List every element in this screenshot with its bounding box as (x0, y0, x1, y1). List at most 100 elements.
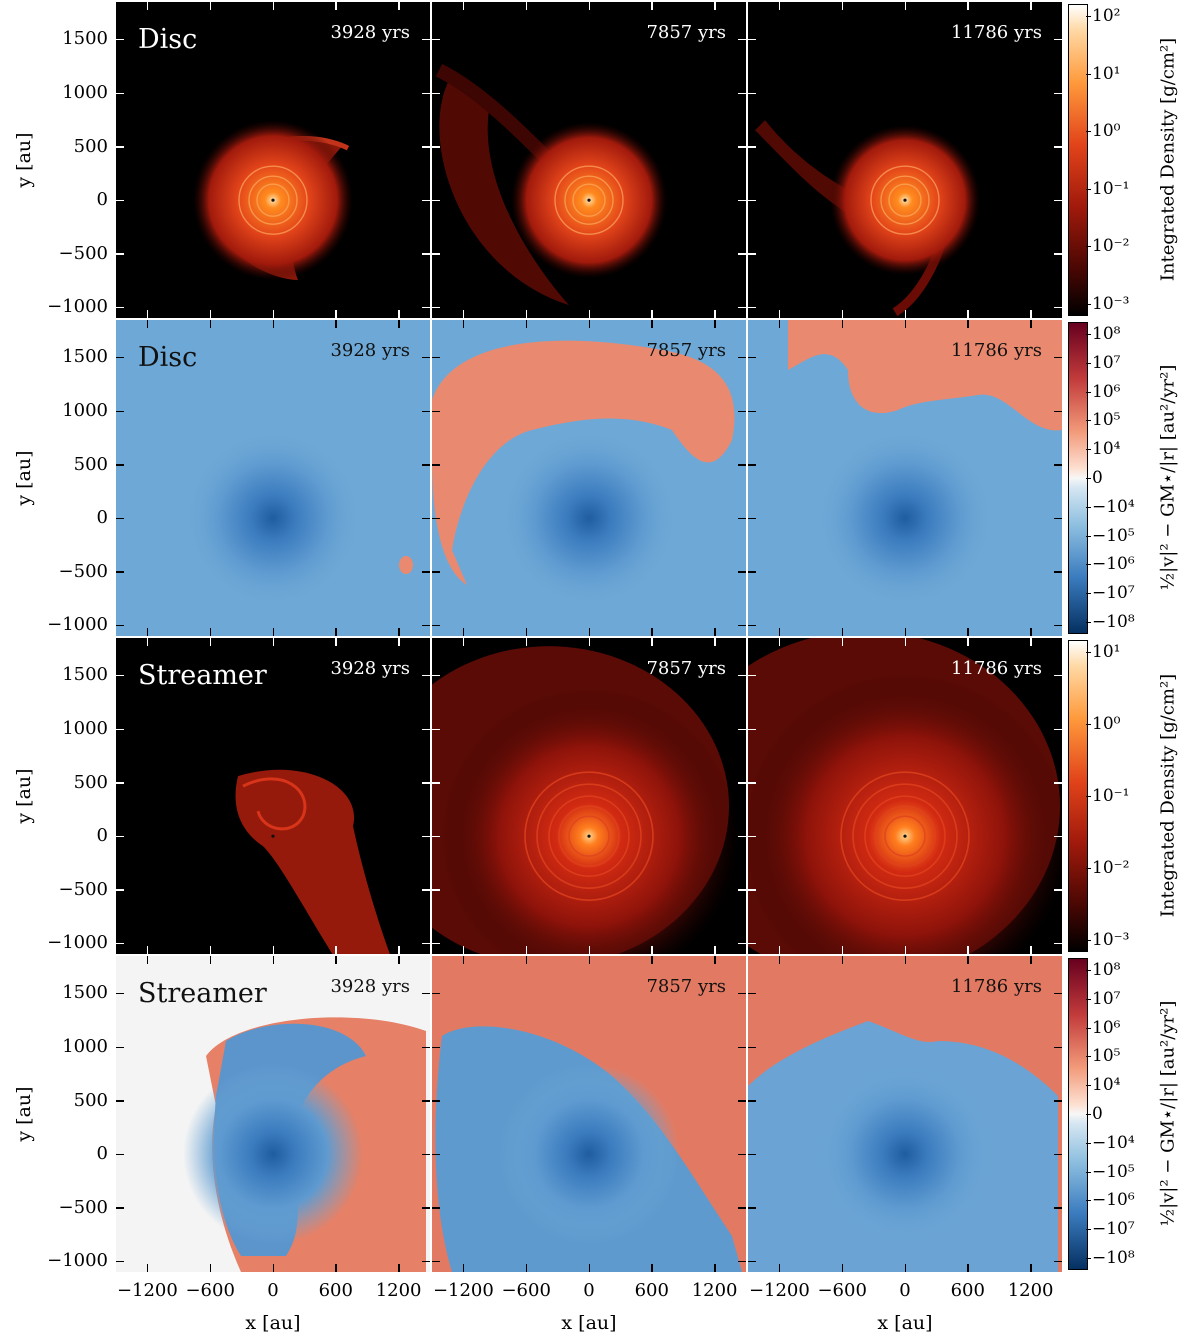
panel-r4-c3: 11786 yrs (748, 956, 1062, 1272)
y-tick-mark (116, 253, 124, 255)
x-tick-mark (335, 946, 337, 954)
y-tick-mark (116, 1153, 124, 1156)
colorbar-label: Integrated Density [g/cm²] (1157, 37, 1179, 282)
x-tick-mark (209, 2, 212, 10)
colorbar-tick-mark (1086, 535, 1091, 537)
y-tick-label: −500 (58, 560, 108, 582)
colorbar (1068, 322, 1088, 634)
y-tick-label: 1500 (62, 346, 108, 368)
x-tick-label: −600 (501, 1280, 551, 1301)
colorbar-tick-mark (1086, 420, 1091, 422)
y-tick-mark (432, 1260, 440, 1263)
panel-time-label: 11786 yrs (951, 658, 1042, 679)
y-tick-mark (1054, 1100, 1062, 1102)
y-tick-mark (116, 1207, 124, 1209)
x-tick-mark (272, 320, 274, 328)
colorbar-tick-label: 10⁰ (1092, 121, 1121, 142)
y-tick-label: 0 (96, 1143, 108, 1165)
colorbar-tick-mark (1086, 16, 1091, 17)
y-tick-mark (432, 146, 440, 148)
x-tick-mark (967, 1264, 969, 1272)
y-tick-mark (116, 356, 124, 359)
y-tick-mark (432, 1046, 440, 1049)
x-tick-mark (714, 946, 716, 954)
x-tick-mark (462, 1264, 465, 1272)
y-tick-mark (738, 306, 746, 309)
x-tick-mark (714, 310, 716, 318)
x-tick-mark (146, 628, 149, 636)
y-tick-mark (422, 517, 430, 520)
y-tick-mark (422, 782, 430, 784)
y-tick-mark (116, 306, 124, 309)
y-tick-mark (432, 728, 440, 731)
y-tick-mark (748, 1153, 756, 1156)
y-tick-mark (1054, 571, 1062, 573)
y-tick-label: −500 (58, 1196, 108, 1218)
y-tick-mark (422, 410, 430, 413)
x-tick-mark (778, 956, 781, 964)
x-tick-mark (272, 1264, 274, 1272)
y-tick-mark (748, 38, 756, 41)
y-tick-mark (748, 782, 756, 784)
x-tick-mark (209, 946, 212, 954)
y-tick-mark (432, 1153, 440, 1156)
y-tick-mark (422, 571, 430, 573)
x-tick-label: 0 (899, 1280, 911, 1301)
x-tick-mark (841, 320, 844, 328)
x-tick-mark (398, 956, 400, 964)
y-tick-label: 500 (73, 135, 108, 157)
panel-time-label: 7857 yrs (646, 22, 726, 43)
x-tick-mark (651, 1264, 653, 1272)
y-tick-mark (738, 1207, 746, 1209)
y-tick-label: −1000 (47, 296, 108, 318)
y-tick-mark (738, 728, 746, 731)
x-tick-mark (904, 2, 906, 10)
y-tick-label: −1000 (47, 1250, 108, 1272)
x-tick-mark (778, 628, 781, 636)
x-tick-mark (904, 956, 906, 964)
colorbar-tick-label: 0 (1092, 468, 1103, 488)
x-tick-mark (651, 320, 653, 328)
x-tick-mark (967, 638, 969, 646)
x-tick-mark (651, 956, 653, 964)
colorbar-tick-mark (1086, 970, 1091, 971)
x-tick-mark (335, 956, 337, 964)
x-tick-mark (841, 2, 844, 10)
colorbar-tick-label: 10⁷ (1092, 988, 1121, 1009)
x-tick-mark (588, 956, 590, 964)
y-tick-mark (748, 199, 756, 202)
y-tick-mark (1054, 199, 1062, 202)
y-tick-mark (116, 1260, 124, 1263)
colorbar-tick-label: 10⁻¹ (1092, 178, 1130, 199)
x-tick-label: 1200 (1007, 1280, 1054, 1301)
colorbar-tick-mark (1086, 1027, 1091, 1029)
colorbar-tick-mark (1086, 652, 1091, 653)
colorbar-tick-label: 10⁻³ (1092, 930, 1130, 950)
y-tick-mark (422, 253, 430, 255)
x-tick-mark (651, 310, 653, 318)
colorbar-tick-mark (1086, 1171, 1091, 1173)
y-tick-mark (738, 146, 746, 148)
x-tick-mark (525, 1264, 528, 1272)
y-tick-label: −500 (58, 878, 108, 900)
y-tick-mark (1054, 835, 1062, 838)
x-tick-label: 0 (267, 1280, 279, 1301)
y-tick-mark (748, 464, 756, 466)
x-tick-mark (335, 2, 337, 10)
panel-r1-c1: Disc 3928 yrs (116, 2, 430, 318)
y-tick-mark (748, 728, 756, 731)
y-tick-mark (116, 410, 124, 413)
y-tick-mark (432, 356, 440, 359)
x-tick-mark (272, 2, 274, 10)
y-tick-mark (116, 38, 124, 41)
y-tick-mark (738, 38, 746, 41)
panel-time-label: 11786 yrs (951, 22, 1042, 43)
heatmap-field (116, 2, 430, 318)
y-tick-mark (748, 410, 756, 413)
heatmap-field (748, 2, 1062, 318)
x-axis-label: x [au] (561, 1312, 617, 1334)
colorbar-tick-mark (1086, 391, 1091, 393)
y-tick-mark (432, 624, 440, 627)
panel-r2-c2: 7857 yrs (432, 320, 746, 636)
